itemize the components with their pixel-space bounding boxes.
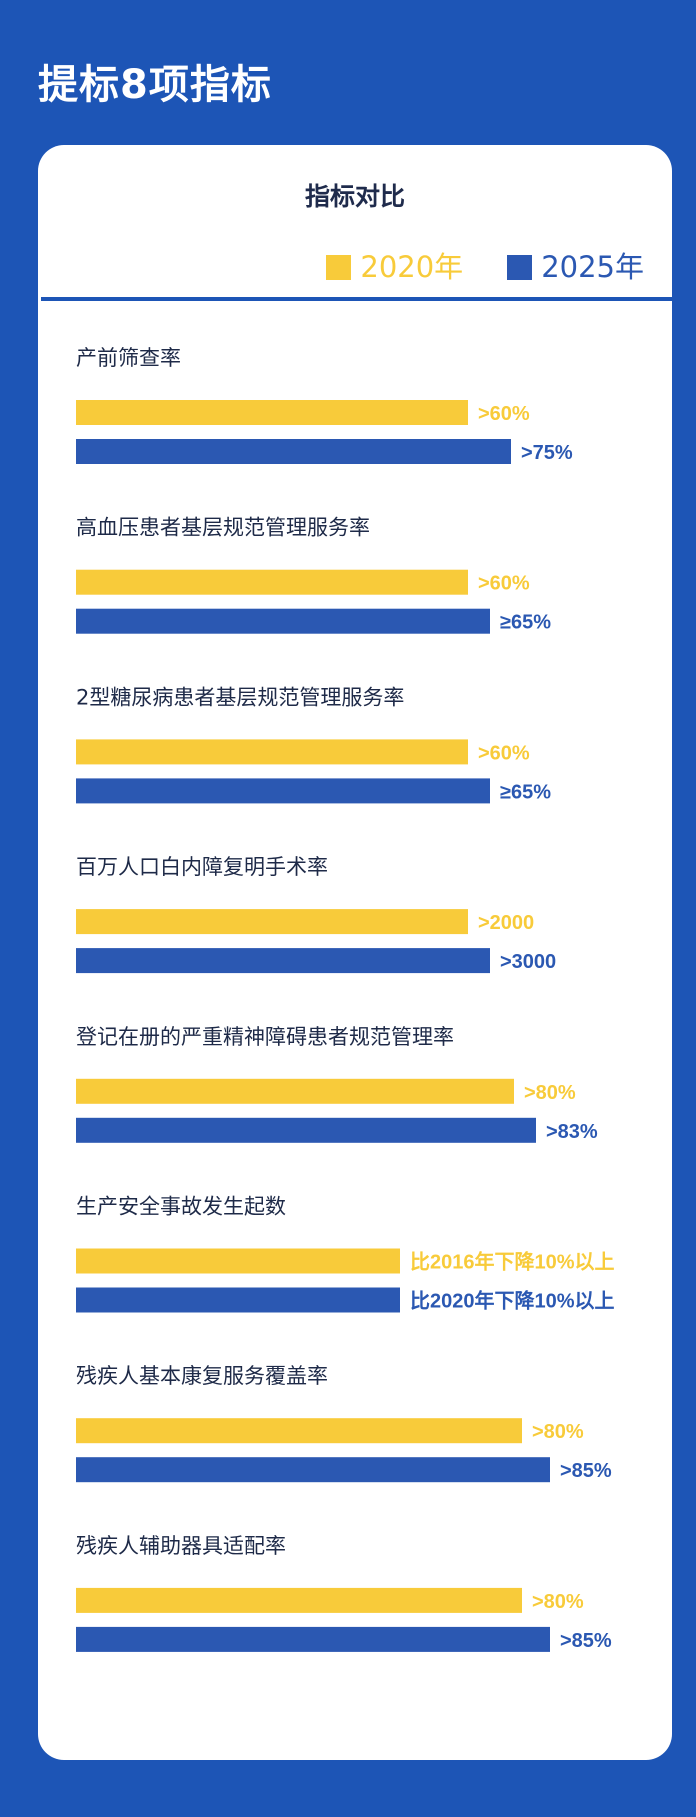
bar-2020 [76, 569, 468, 595]
legend-divider [41, 297, 672, 301]
bar-chart: 产前筛查率 >60% >75% 高血压患者基层规范管理服务率 >60% ≥65% 2型糖尿病… [76, 346, 615, 1652]
page-title: 提标8项指标 [38, 62, 272, 108]
value-label-2020: >60% [478, 742, 530, 764]
bar-2025 [76, 1457, 550, 1483]
chart-title: 指标对比 [304, 182, 405, 211]
legend-item-2020: 2020年 [326, 249, 464, 284]
legend-swatch-2020 [326, 254, 352, 280]
value-label-2020: >80% [532, 1591, 584, 1613]
value-label-2025: >83% [546, 1121, 598, 1143]
bar-2020 [76, 739, 468, 765]
legend-item-2025: 2025年 [507, 249, 644, 284]
category-label: 百万人口白内障复明手术率 [76, 855, 328, 879]
bar-2025 [76, 1626, 550, 1652]
value-label-2025: >3000 [500, 951, 556, 973]
bar-2025 [76, 608, 490, 634]
bar-2025 [76, 1287, 400, 1313]
value-label-2025: >85% [560, 1630, 612, 1652]
bar-2025 [76, 778, 490, 804]
legend-label-2025: 2025年 [541, 249, 644, 284]
value-label-2020: >80% [532, 1421, 584, 1443]
bar-2020 [76, 1078, 514, 1104]
bar-2025 [76, 1117, 536, 1143]
bar-2025 [76, 948, 490, 974]
bar-2025 [76, 439, 511, 464]
value-label-2020: 比2016年下降10%以上 [410, 1250, 615, 1274]
bar-2020 [76, 400, 468, 425]
value-label-2025: ≥65% [500, 612, 551, 634]
value-label-2025: >85% [560, 1460, 612, 1482]
category-label: 高血压患者基层规范管理服务率 [76, 516, 370, 540]
category-label: 残疾人辅助器具适配率 [76, 1534, 286, 1558]
bar-2020 [76, 1248, 400, 1274]
bar-2020 [76, 1418, 522, 1444]
value-label-2025: 比2020年下降10%以上 [410, 1289, 615, 1313]
category-label: 残疾人基本康复服务覆盖率 [76, 1364, 328, 1388]
value-label-2020: >60% [478, 573, 530, 595]
value-label-2025: ≥65% [500, 781, 551, 803]
value-label-2020: >2000 [478, 912, 534, 934]
chart-card: 指标对比 2020年 2025年 产前筛查率 >60% >75% 高血压患者基层规范管… [38, 145, 672, 1760]
value-label-2020: >60% [478, 403, 530, 425]
legend-label-2020: 2020年 [360, 249, 464, 284]
legend-swatch-2025 [507, 254, 533, 280]
bar-2020 [76, 909, 468, 935]
value-label-2020: >80% [524, 1082, 576, 1104]
value-label-2025: >75% [521, 442, 573, 464]
category-label: 登记在册的严重精神障碍患者规范管理率 [76, 1025, 454, 1049]
category-label: 产前筛查率 [76, 346, 181, 370]
category-label: 生产安全事故发生起数 [76, 1195, 286, 1219]
category-label: 2型糖尿病患者基层规范管理服务率 [76, 685, 404, 709]
legend: 2020年 2025年 [282, 249, 644, 285]
bar-2020 [76, 1587, 522, 1613]
